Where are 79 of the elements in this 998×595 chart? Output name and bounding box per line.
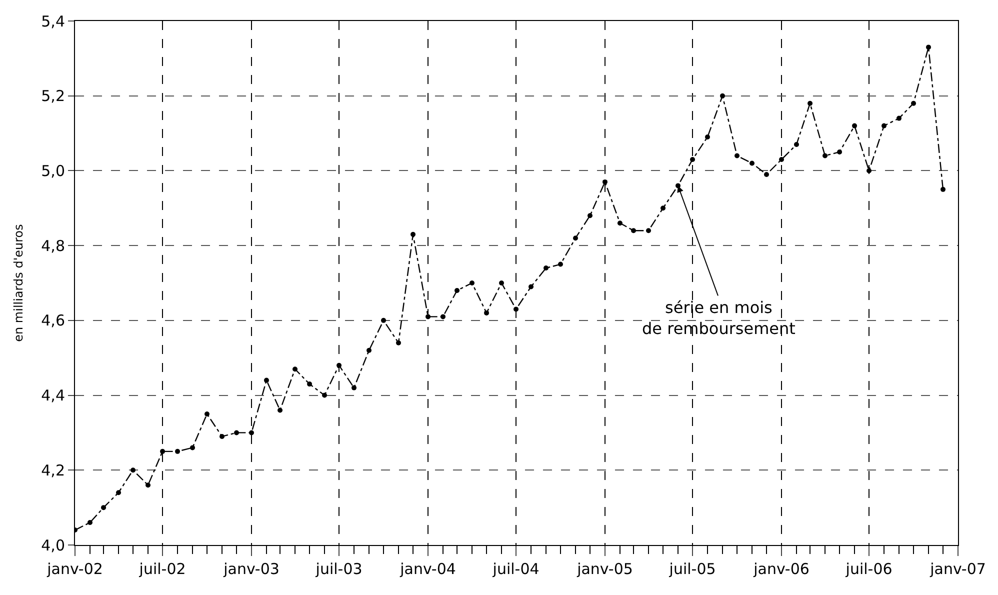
x-tick-label: janv-05 bbox=[576, 560, 633, 578]
x-tick-label: janv-03 bbox=[222, 560, 280, 578]
point bbox=[322, 392, 328, 398]
point bbox=[660, 206, 666, 211]
x-tick-label: juil-05 bbox=[668, 560, 716, 578]
y-tick-label: 5,4 bbox=[41, 12, 65, 30]
y-tick-label: 4,0 bbox=[41, 536, 65, 554]
point bbox=[292, 366, 298, 372]
point bbox=[234, 430, 240, 436]
x-tick-label: janv-02 bbox=[46, 560, 103, 578]
point bbox=[690, 156, 696, 162]
point bbox=[764, 172, 770, 177]
point bbox=[631, 228, 636, 234]
point bbox=[101, 505, 106, 510]
point bbox=[307, 382, 312, 387]
x-tick-label: juil-02 bbox=[138, 560, 186, 578]
point bbox=[87, 520, 92, 526]
point bbox=[116, 490, 122, 496]
point bbox=[896, 116, 902, 121]
point bbox=[484, 310, 490, 316]
point bbox=[558, 262, 563, 267]
point bbox=[366, 348, 372, 353]
annotation: série en mois de remboursement bbox=[642, 298, 796, 338]
point bbox=[720, 93, 725, 98]
point bbox=[911, 100, 916, 106]
x-tick-label: janv-06 bbox=[752, 560, 810, 578]
point bbox=[396, 340, 402, 346]
x-tick-label: juil-04 bbox=[492, 560, 540, 578]
point bbox=[130, 468, 136, 473]
point bbox=[940, 186, 946, 192]
point bbox=[454, 288, 460, 293]
y-axis-title: en milliards d'euros bbox=[11, 224, 26, 342]
y-tick-label: 5,2 bbox=[41, 87, 65, 106]
point bbox=[734, 153, 740, 158]
x-tick-label: juil-06 bbox=[844, 560, 892, 578]
point bbox=[146, 482, 151, 488]
point bbox=[470, 280, 475, 286]
point bbox=[837, 150, 842, 154]
point bbox=[514, 306, 519, 312]
point bbox=[588, 213, 592, 218]
point bbox=[410, 232, 416, 237]
x-tick-label: janv-07 bbox=[929, 560, 986, 578]
point bbox=[440, 314, 446, 320]
point bbox=[866, 168, 872, 174]
point bbox=[278, 408, 283, 413]
point bbox=[352, 385, 357, 390]
point bbox=[926, 44, 931, 50]
point bbox=[602, 179, 608, 184]
x-tick-label: janv-04 bbox=[399, 560, 456, 578]
point bbox=[794, 142, 799, 148]
y-tick-label: 4,2 bbox=[41, 461, 65, 480]
point bbox=[750, 160, 754, 166]
point bbox=[646, 228, 652, 234]
point bbox=[160, 448, 166, 454]
x-tick-label: juil-03 bbox=[314, 560, 362, 578]
point bbox=[705, 134, 710, 140]
point bbox=[852, 123, 858, 128]
point bbox=[336, 362, 342, 368]
point bbox=[544, 266, 548, 271]
point bbox=[175, 448, 180, 454]
point bbox=[249, 430, 254, 436]
point bbox=[779, 156, 784, 162]
point bbox=[822, 153, 828, 158]
y-tick-label: 4,8 bbox=[41, 236, 65, 255]
y-tick-label: 4,6 bbox=[41, 312, 65, 330]
point bbox=[882, 123, 887, 128]
point bbox=[381, 318, 386, 323]
point bbox=[617, 220, 622, 226]
point bbox=[204, 412, 210, 416]
point bbox=[528, 284, 534, 290]
point bbox=[499, 280, 504, 286]
point bbox=[426, 314, 431, 320]
point bbox=[264, 378, 269, 383]
point bbox=[220, 434, 225, 439]
point bbox=[190, 445, 196, 450]
y-tick-label: 4,4 bbox=[41, 386, 65, 405]
point bbox=[573, 236, 578, 241]
point bbox=[808, 100, 813, 106]
y-tick-label: 5,0 bbox=[41, 162, 65, 180]
